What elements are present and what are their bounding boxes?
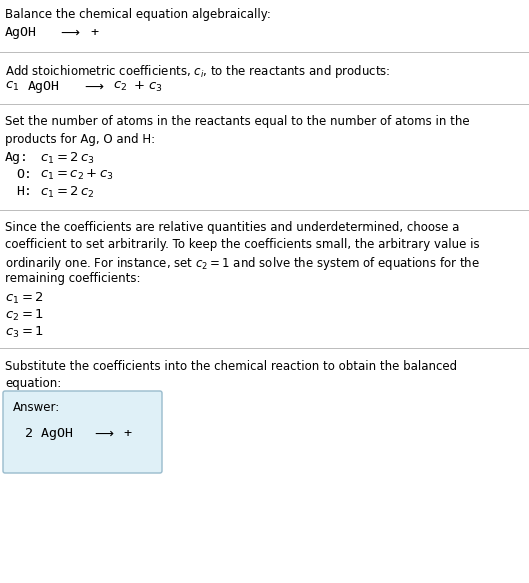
Text: Add stoichiometric coefficients, $c_i$, to the reactants and products:: Add stoichiometric coefficients, $c_i$, …: [5, 63, 390, 80]
Text: $c_2 = 1$: $c_2 = 1$: [5, 308, 44, 323]
Text: products for Ag, O and H:: products for Ag, O and H:: [5, 133, 155, 146]
Text: $c_1 = c_2 + c_3$: $c_1 = c_2 + c_3$: [40, 168, 114, 182]
Text: O:: O:: [16, 168, 32, 181]
Text: remaining coefficients:: remaining coefficients:: [5, 272, 141, 285]
Text: $c_1 = 2$: $c_1 = 2$: [5, 291, 44, 306]
Text: equation:: equation:: [5, 377, 61, 390]
Text: $\longrightarrow$: $\longrightarrow$: [82, 80, 105, 93]
Text: $c_2$: $c_2$: [113, 80, 127, 93]
Text: Ag:: Ag:: [5, 151, 29, 164]
Text: +: +: [90, 26, 98, 39]
Text: $c_1$: $c_1$: [5, 80, 19, 93]
Text: Substitute the coefficients into the chemical reaction to obtain the balanced: Substitute the coefficients into the che…: [5, 360, 457, 373]
Text: H:: H:: [16, 185, 32, 198]
Text: + $c_3$: + $c_3$: [133, 80, 163, 94]
Text: AgOH: AgOH: [28, 80, 60, 93]
Text: $\longrightarrow$: $\longrightarrow$: [58, 26, 81, 39]
Text: $c_1 = 2\,c_2$: $c_1 = 2\,c_2$: [40, 185, 95, 200]
Text: Answer:: Answer:: [13, 401, 60, 414]
Text: 2 AgOH: 2 AgOH: [25, 427, 73, 440]
Text: +: +: [123, 427, 131, 440]
Text: ordinarily one. For instance, set $c_2 = 1$ and solve the system of equations fo: ordinarily one. For instance, set $c_2 =…: [5, 255, 480, 272]
Text: Balance the chemical equation algebraically:: Balance the chemical equation algebraica…: [5, 8, 271, 21]
Text: Since the coefficients are relative quantities and underdetermined, choose a: Since the coefficients are relative quan…: [5, 221, 459, 234]
Text: coefficient to set arbitrarily. To keep the coefficients small, the arbitrary va: coefficient to set arbitrarily. To keep …: [5, 238, 480, 251]
Text: $\longrightarrow$: $\longrightarrow$: [92, 427, 115, 440]
Text: $c_3 = 1$: $c_3 = 1$: [5, 325, 44, 340]
Text: $c_1 = 2\,c_3$: $c_1 = 2\,c_3$: [40, 151, 95, 166]
Text: Set the number of atoms in the reactants equal to the number of atoms in the: Set the number of atoms in the reactants…: [5, 115, 470, 128]
Text: AgOH: AgOH: [5, 26, 37, 39]
FancyBboxPatch shape: [3, 391, 162, 473]
